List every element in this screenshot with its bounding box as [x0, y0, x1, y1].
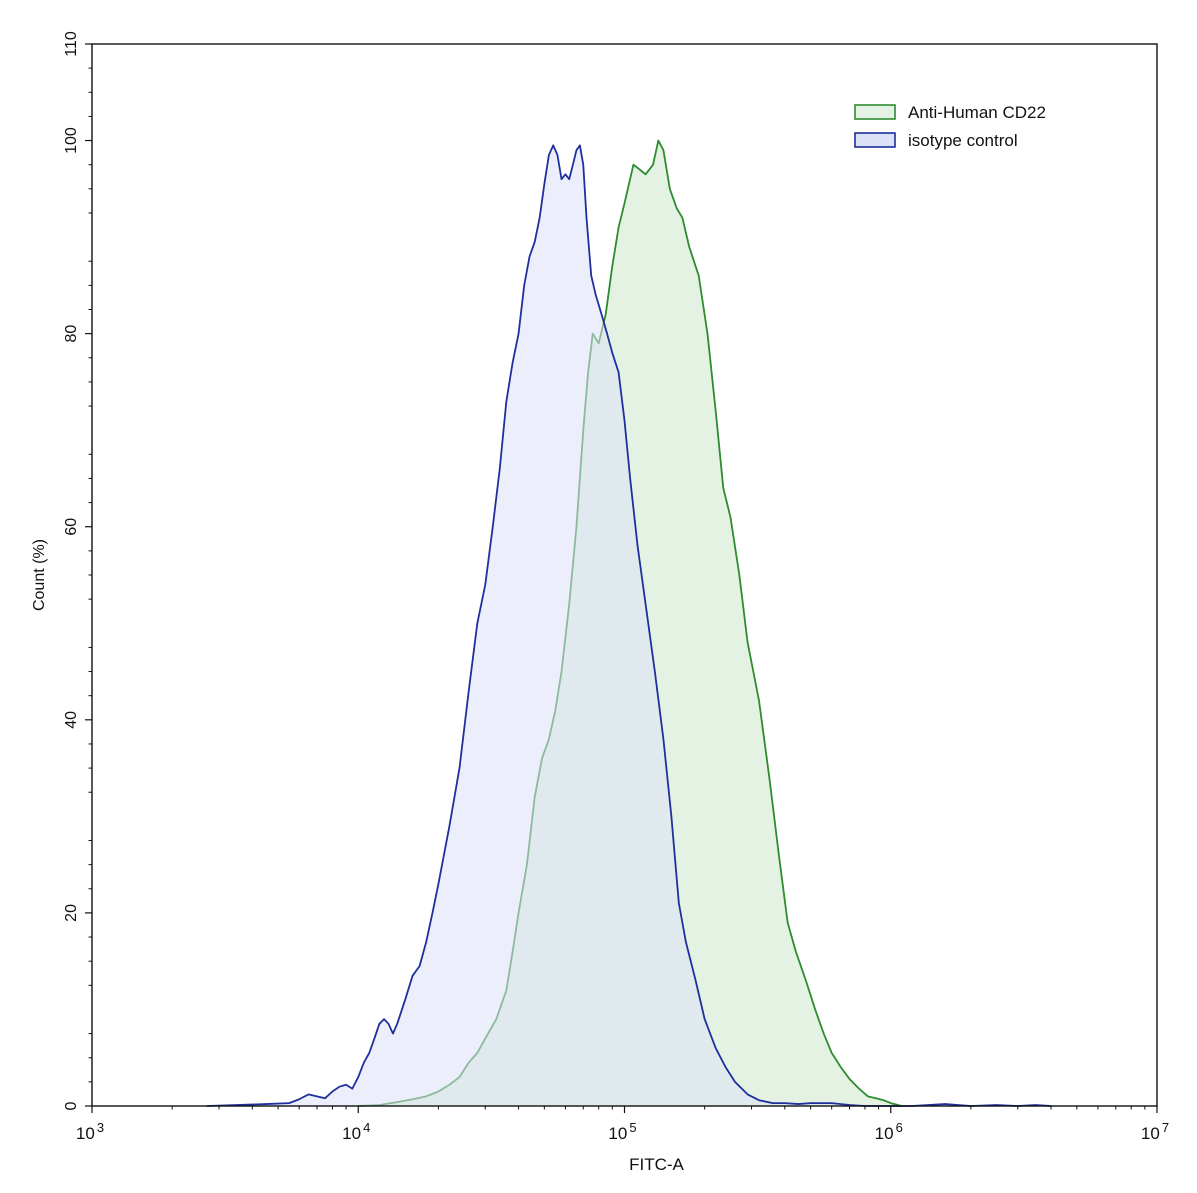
x-tick-label: 10 4: [342, 1120, 370, 1143]
legend-label: isotype control: [908, 131, 1018, 150]
y-axis-title: Count (%): [31, 539, 48, 611]
y-tick-label: 0: [63, 1101, 80, 1110]
series-area-isotype-control: [206, 145, 1052, 1106]
x-tick-label: 10 7: [1141, 1120, 1169, 1143]
legend-swatch: [854, 132, 896, 148]
y-tick-label: 60: [63, 518, 80, 536]
x-tick-label: 10 3: [76, 1120, 104, 1143]
x-tick-base: 10: [342, 1124, 361, 1143]
x-tick-label: 10 5: [608, 1120, 636, 1143]
legend-label: Anti-Human CD22: [908, 103, 1046, 122]
x-tick-base: 10: [608, 1124, 627, 1143]
y-tick-label: 20: [63, 904, 80, 922]
x-tick-exponent: 6: [896, 1120, 903, 1135]
x-tick-label: 10 6: [875, 1120, 903, 1143]
y-tick-label: 80: [63, 325, 80, 343]
y-tick-label: 40: [63, 711, 80, 729]
x-tick-base: 10: [875, 1124, 894, 1143]
x-tick-base: 10: [76, 1124, 95, 1143]
x-tick-exponent: 4: [363, 1120, 370, 1135]
x-axis-title: FITC-A: [629, 1155, 684, 1174]
legend-swatch: [854, 104, 896, 120]
x-tick-exponent: 5: [629, 1120, 636, 1135]
series-layer: [206, 139, 1052, 1107]
x-tick-exponent: 3: [97, 1120, 104, 1135]
series-line-isotype-control: [206, 144, 1052, 1107]
y-tick-label: 110: [63, 31, 80, 57]
x-tick-base: 10: [1141, 1124, 1160, 1143]
y-tick-label: 100: [63, 127, 80, 154]
legend: Anti-Human CD22 isotype control: [854, 103, 1046, 150]
x-tick-exponent: 7: [1162, 1120, 1169, 1135]
